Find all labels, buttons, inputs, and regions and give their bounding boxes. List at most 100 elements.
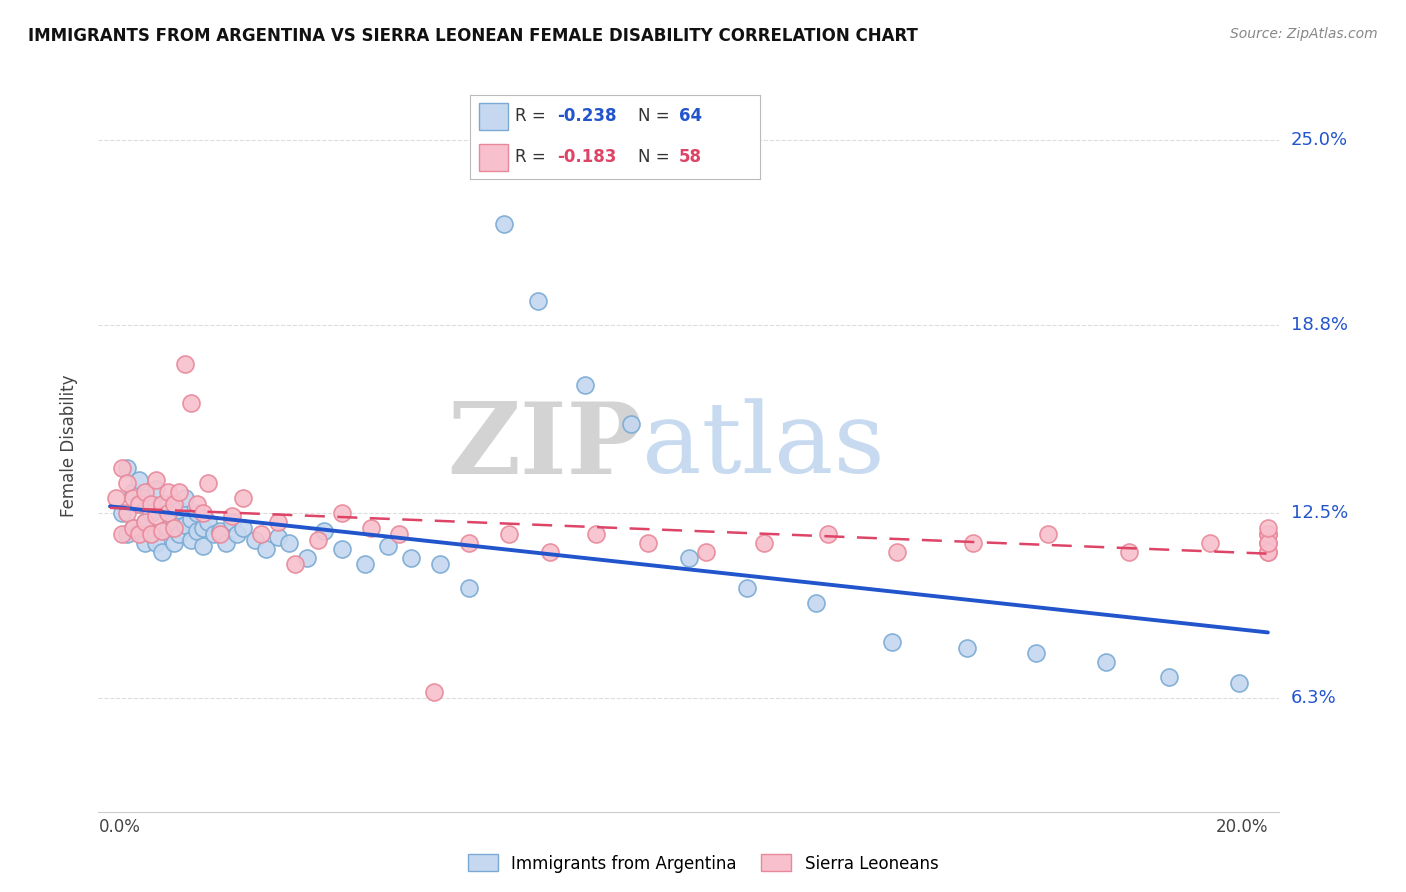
Legend: Immigrants from Argentina, Sierra Leoneans: Immigrants from Argentina, Sierra Leonea… bbox=[461, 847, 945, 880]
Point bbox=[150, 500, 173, 515]
Point bbox=[163, 536, 186, 550]
Point bbox=[110, 506, 132, 520]
Point bbox=[134, 491, 156, 506]
Point bbox=[585, 527, 607, 541]
Point bbox=[139, 527, 162, 541]
Point bbox=[156, 485, 179, 500]
Point bbox=[458, 536, 481, 550]
Point bbox=[191, 506, 214, 520]
Point bbox=[1159, 670, 1181, 684]
Point bbox=[117, 506, 139, 520]
Point bbox=[267, 530, 290, 544]
Point bbox=[278, 536, 301, 550]
Point bbox=[128, 497, 150, 511]
Point bbox=[191, 539, 214, 553]
Point bbox=[492, 217, 515, 231]
Point bbox=[232, 491, 254, 506]
Point bbox=[1257, 536, 1279, 550]
Point bbox=[163, 497, 186, 511]
Point bbox=[186, 524, 208, 538]
Point bbox=[156, 521, 179, 535]
Point bbox=[880, 634, 903, 648]
Point bbox=[191, 521, 214, 535]
Point bbox=[180, 512, 202, 526]
Point bbox=[754, 536, 776, 550]
Point bbox=[423, 685, 446, 699]
Text: 18.8%: 18.8% bbox=[1291, 316, 1347, 334]
Point bbox=[122, 521, 145, 535]
Point bbox=[174, 491, 197, 506]
Point bbox=[180, 533, 202, 547]
Point bbox=[538, 545, 561, 559]
Point bbox=[156, 497, 179, 511]
Point bbox=[145, 473, 167, 487]
Point bbox=[156, 506, 179, 520]
Point bbox=[1257, 545, 1279, 559]
Text: Source: ZipAtlas.com: Source: ZipAtlas.com bbox=[1230, 27, 1378, 41]
Point bbox=[150, 524, 173, 538]
Point bbox=[678, 551, 700, 566]
Point bbox=[458, 581, 481, 595]
Point bbox=[208, 524, 231, 538]
Point bbox=[267, 515, 290, 529]
Point bbox=[163, 521, 186, 535]
Text: 25.0%: 25.0% bbox=[1291, 131, 1348, 149]
Point bbox=[1257, 527, 1279, 541]
Point bbox=[962, 536, 984, 550]
Point bbox=[134, 515, 156, 529]
Point bbox=[174, 518, 197, 533]
Point bbox=[377, 539, 399, 553]
Point bbox=[295, 551, 318, 566]
Point bbox=[122, 521, 145, 535]
Point bbox=[128, 497, 150, 511]
Point bbox=[249, 527, 271, 541]
Point bbox=[180, 395, 202, 409]
Point bbox=[150, 545, 173, 559]
Point bbox=[139, 497, 162, 511]
Point bbox=[197, 476, 219, 491]
Point bbox=[134, 485, 156, 500]
Point bbox=[208, 527, 231, 541]
Point bbox=[145, 509, 167, 524]
Point bbox=[163, 515, 186, 529]
Point bbox=[215, 536, 238, 550]
Point bbox=[307, 533, 329, 547]
Point bbox=[174, 357, 197, 371]
Point bbox=[134, 515, 156, 529]
Text: 12.5%: 12.5% bbox=[1291, 504, 1348, 522]
Point bbox=[139, 506, 162, 520]
Text: 6.3%: 6.3% bbox=[1291, 690, 1336, 707]
Point bbox=[637, 536, 659, 550]
Point bbox=[145, 536, 167, 550]
Point bbox=[695, 545, 717, 559]
Point bbox=[817, 527, 839, 541]
Point bbox=[1025, 647, 1047, 661]
Point bbox=[186, 506, 208, 520]
Point bbox=[117, 527, 139, 541]
Point bbox=[1094, 656, 1116, 670]
Point bbox=[956, 640, 979, 655]
Point bbox=[735, 581, 758, 595]
Text: IMMIGRANTS FROM ARGENTINA VS SIERRA LEONEAN FEMALE DISABILITY CORRELATION CHART: IMMIGRANTS FROM ARGENTINA VS SIERRA LEON… bbox=[28, 27, 918, 45]
Point bbox=[284, 557, 307, 571]
Point bbox=[1257, 536, 1279, 550]
Text: 20.0%: 20.0% bbox=[1215, 818, 1268, 836]
Point bbox=[169, 503, 191, 517]
Text: 0.0%: 0.0% bbox=[98, 818, 141, 836]
Point bbox=[232, 521, 254, 535]
Point bbox=[620, 417, 643, 431]
Point bbox=[1257, 545, 1279, 559]
Point bbox=[186, 497, 208, 511]
Point bbox=[886, 545, 908, 559]
Point bbox=[139, 527, 162, 541]
Point bbox=[134, 536, 156, 550]
Point bbox=[122, 485, 145, 500]
Point bbox=[360, 521, 382, 535]
Point bbox=[1257, 527, 1279, 541]
Point bbox=[128, 524, 150, 538]
Point bbox=[150, 497, 173, 511]
Point bbox=[399, 551, 422, 566]
Point bbox=[128, 527, 150, 541]
Point bbox=[117, 461, 139, 475]
Point bbox=[527, 294, 550, 309]
